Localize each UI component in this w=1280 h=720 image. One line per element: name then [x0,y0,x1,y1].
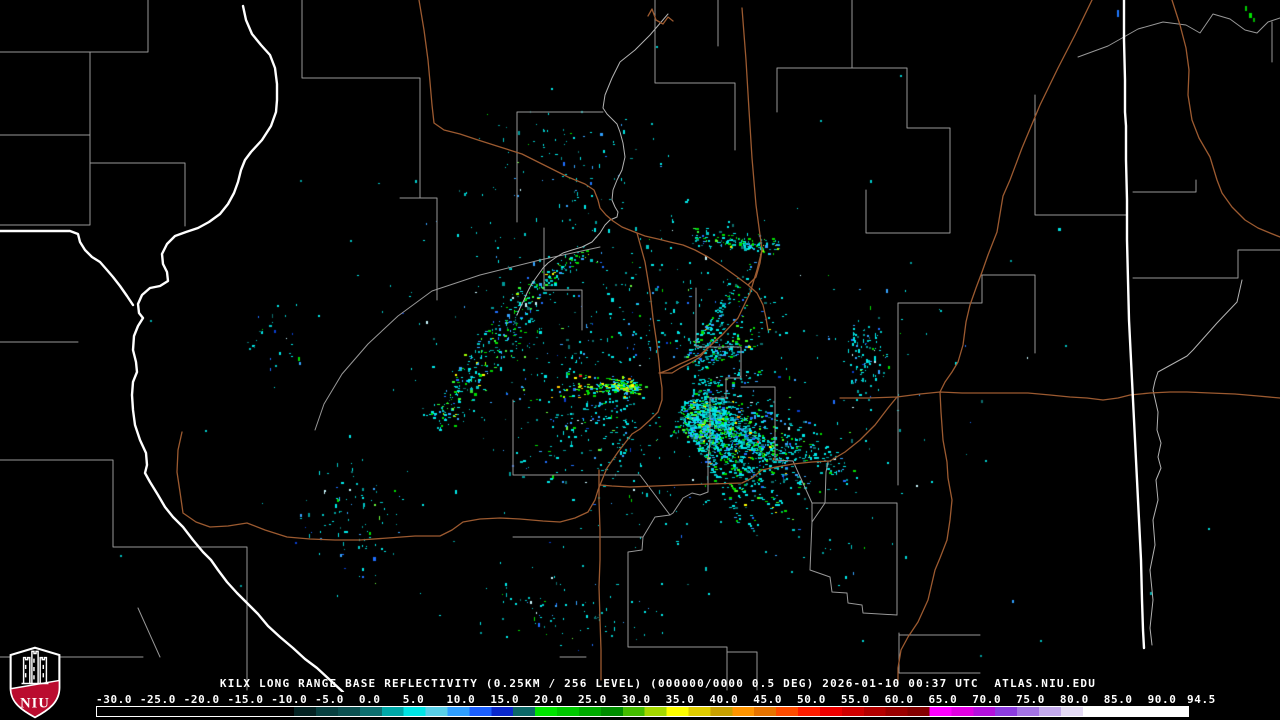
road-line [839,391,1280,401]
county-line [0,51,91,226]
road-line [1171,0,1280,238]
colorbar-tick: -15.0 [227,693,264,706]
river-line [130,4,345,694]
colorbar-tick: 20.0 [534,693,564,706]
road-line [939,0,1093,393]
county-line [695,287,742,461]
road-line [658,334,723,374]
road-line [659,249,763,374]
river-line [1122,0,1146,650]
river-line [0,229,135,307]
colorbar-tick: 65.0 [928,693,958,706]
colorbar-tick: 15.0 [490,693,520,706]
logo-red-band [9,679,61,719]
road-line [897,391,953,681]
county-line [301,0,438,301]
niu-logo: NIU [9,646,61,719]
colorbar-tick: -25.0 [139,693,176,706]
county-line [627,459,758,691]
county-line [851,67,951,234]
county-line [898,632,981,674]
county-line [809,461,898,616]
county-line [137,607,161,658]
county-line [0,0,149,53]
county-line [897,274,983,486]
road-line [647,8,674,25]
county-line [1034,94,1128,216]
stream-line [1149,279,1243,646]
colorbar-tick: 30.0 [621,693,651,706]
colorbar-tick: 0.0 [358,693,381,706]
county-line [543,227,583,331]
road-line [598,469,602,681]
colorbar-tick: 94.5 [1187,693,1216,706]
colorbar-tick: -30.0 [96,693,133,706]
colorbar-tick: 25.0 [577,693,607,706]
county-line [776,0,853,113]
road-line [747,249,763,286]
colorbar-tick: 5.0 [402,693,425,706]
colorbar-tick: 50.0 [797,693,826,706]
county-line [516,111,604,223]
county-line [654,0,736,151]
product-caption: KILX LONG RANGE BASE REFLECTIVITY (0.25K… [219,677,1097,690]
colorbar-tick: 75.0 [1016,693,1045,706]
county-line [0,459,248,691]
colorbar-tick: -20.0 [183,693,220,706]
county-line [981,274,1036,354]
colorbar-tick-row: -30.0 -25.0 -20.0 -15.0 -10.0 -5.0 0.0 5.0 10.0 1… [0,693,1280,706]
castle-icon [21,650,49,685]
colorbar-tick: 85.0 [1103,693,1133,706]
county-line [1077,13,1280,58]
county-line [1132,179,1197,193]
county-line [1132,249,1280,279]
colorbar-tick: 80.0 [1059,693,1089,706]
county-line [512,399,671,516]
reflectivity-colorbar [96,706,1189,717]
colorbar-tick: 35.0 [665,693,695,706]
colorbar-tick: 40.0 [709,693,739,706]
county-line [740,386,813,523]
colorbar-tick: -5.0 [315,693,344,706]
stream-line [516,13,669,316]
colorbar-tick: 10.0 [446,693,476,706]
colorbar-tick: 90.0 [1147,693,1177,706]
county-line [89,162,186,227]
colorbar-tick: 45.0 [753,693,783,706]
road-line [599,232,663,486]
logo-text: NIU [20,695,50,711]
county-line [314,246,601,431]
road-line [176,396,898,541]
colorbar-tick: 60.0 [884,693,914,706]
road-line [418,0,769,331]
county-line [811,502,898,616]
colorbar-tick: 55.0 [840,693,870,706]
colorbar-tick: 70.0 [972,693,1002,706]
road-line [741,7,763,251]
colorbar-tick: -10.0 [271,693,308,706]
